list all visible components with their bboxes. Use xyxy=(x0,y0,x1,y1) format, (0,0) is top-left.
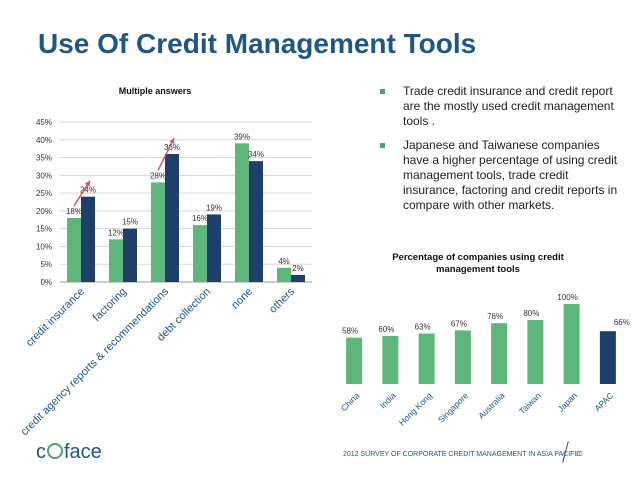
bar xyxy=(165,154,179,282)
chart1-bars xyxy=(67,143,305,282)
bar xyxy=(193,225,207,282)
bullet-item: Trade credit insurance and credit report… xyxy=(376,84,621,129)
bullet-text: Trade credit insurance and credit report… xyxy=(403,84,614,128)
x-tick-label: APAC xyxy=(592,390,615,413)
chart2-title-line2: management tools xyxy=(436,264,520,275)
data-label: 36% xyxy=(164,143,180,152)
chart1-y-axis: 0% 5% 10% 15% 20% 25% 30% 35% 40% 45% xyxy=(36,118,52,287)
x-tick-label: China xyxy=(339,390,362,413)
bar xyxy=(67,218,81,282)
data-label: 28% xyxy=(150,171,166,180)
data-label: 76% xyxy=(487,312,503,321)
y-tick-label: 20% xyxy=(36,207,52,216)
bar xyxy=(491,323,508,384)
bar xyxy=(346,337,363,384)
y-tick-label: 30% xyxy=(36,171,52,180)
data-label: 60% xyxy=(378,325,394,334)
data-label: 19% xyxy=(206,203,222,212)
chart2-data-labels: 58% 60% 63% 67% 76% 80% 100% 66% xyxy=(342,293,630,336)
x-tick-label: Singapore xyxy=(436,390,471,425)
data-label: 67% xyxy=(451,319,467,328)
bar xyxy=(382,336,399,384)
data-label: 2% xyxy=(292,264,304,273)
bullet-text: Japanese and Taiwanese companies have a … xyxy=(403,138,618,212)
data-label: 16% xyxy=(192,214,208,223)
bar xyxy=(563,304,580,384)
chart1-gridlines xyxy=(60,121,312,283)
up-arrow-head xyxy=(84,180,90,187)
data-label: 34% xyxy=(248,150,264,159)
x-tick-label: factoring xyxy=(91,286,129,324)
bullet-marker xyxy=(380,89,385,94)
page-number: 26 xyxy=(575,451,583,458)
data-label: 18% xyxy=(66,207,82,216)
y-tick-label: 25% xyxy=(36,189,52,198)
y-tick-label: 0% xyxy=(40,278,52,287)
chart1-annotations xyxy=(73,137,175,207)
chart-country-usage: Percentage of companies using credit man… xyxy=(339,252,630,427)
slide-title: Use Of Credit Management Tools xyxy=(38,28,477,59)
x-tick-label: Australia xyxy=(476,390,507,421)
y-tick-label: 45% xyxy=(36,118,52,127)
chart1-title: Multiple answers xyxy=(119,86,192,96)
chart-tools-usage: Multiple answers 0% 5% 10% 15% 20% 25% 30% 35% 4… xyxy=(19,86,312,438)
x-tick-label: Taiwan xyxy=(517,390,543,416)
bar xyxy=(207,214,221,282)
y-tick-label: 40% xyxy=(36,136,52,145)
bar xyxy=(109,239,123,282)
data-label: 66% xyxy=(614,318,630,327)
data-label: 24% xyxy=(80,186,96,195)
data-label: 58% xyxy=(342,327,358,336)
x-tick-label: Hong Kong xyxy=(397,390,434,427)
bar xyxy=(123,228,137,282)
chart1-data-labels: 18% 24% 12%15% 28% 36% 16% 19% 39% 34% 4%2% xyxy=(66,132,304,273)
bar xyxy=(291,274,305,282)
x-tick-label: others xyxy=(267,285,297,315)
bar xyxy=(527,320,544,384)
up-arrow-head xyxy=(169,138,175,144)
bar xyxy=(249,161,263,282)
bullet-list: Trade credit insurance and credit report… xyxy=(376,84,621,222)
bar xyxy=(418,333,435,384)
data-label: 12% xyxy=(108,228,124,237)
data-label: 39% xyxy=(234,132,250,141)
x-tick-label: credit agency reports & recommendations xyxy=(19,285,172,438)
data-label: 63% xyxy=(415,323,431,332)
bar xyxy=(454,330,471,384)
y-tick-label: 10% xyxy=(36,242,52,251)
data-label: 15% xyxy=(122,218,138,227)
x-tick-label: credit insurance xyxy=(24,286,87,349)
x-tick-label: none xyxy=(229,286,255,312)
bar xyxy=(599,331,616,384)
bullet-marker xyxy=(380,143,385,148)
y-tick-label: 15% xyxy=(36,225,52,234)
data-label: 100% xyxy=(557,293,577,302)
y-tick-label: 5% xyxy=(40,260,52,269)
bar xyxy=(235,143,249,282)
chart2-x-axis: China India Hong Kong Singapore Australia Tai… xyxy=(339,390,616,427)
coface-logo: c face xyxy=(36,441,102,463)
data-label: 80% xyxy=(523,309,539,318)
bullet-item: Japanese and Taiwanese companies have a … xyxy=(376,138,621,213)
bar xyxy=(81,196,95,282)
up-arrow-shaft xyxy=(157,137,175,171)
footer-text: 2012 SURVEY OF CORPORATE CREDIT MANAGEME… xyxy=(343,451,582,458)
x-tick-label: India xyxy=(378,390,398,410)
bar xyxy=(277,267,291,282)
logo-ring xyxy=(47,443,63,459)
data-label: 4% xyxy=(278,257,290,266)
bar xyxy=(151,182,165,282)
chart2-title-line1: Percentage of companies using credit xyxy=(392,252,564,263)
y-tick-label: 35% xyxy=(36,154,52,163)
x-tick-label: Japan xyxy=(556,390,580,414)
chart2-bars xyxy=(346,304,616,384)
